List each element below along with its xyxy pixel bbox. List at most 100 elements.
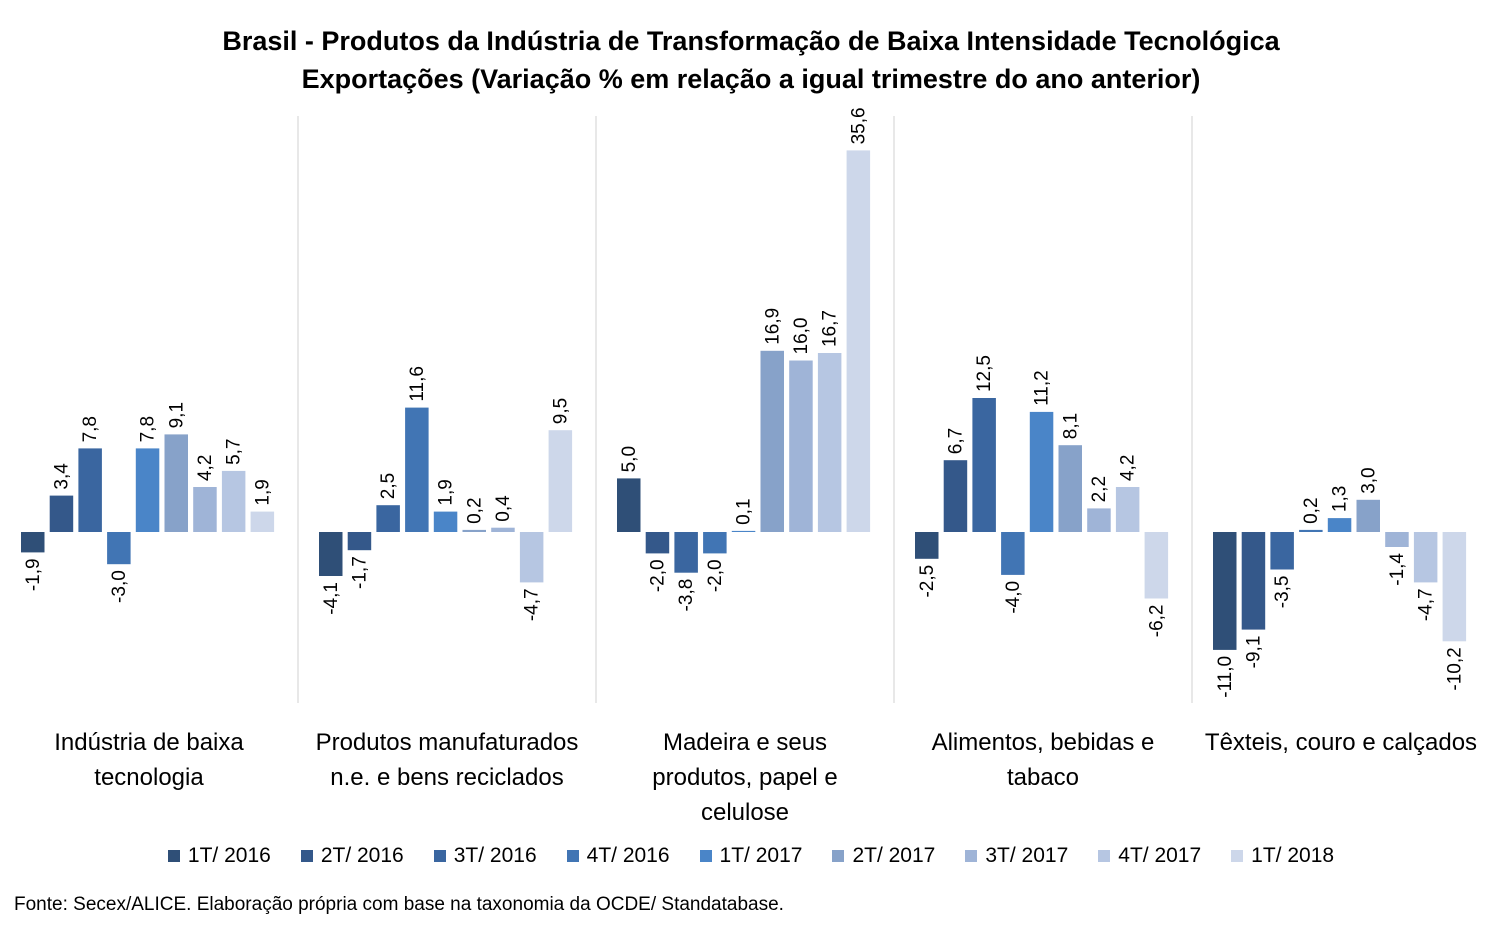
data-label: -4,7: [522, 588, 543, 621]
bar: [164, 434, 188, 532]
data-label: -4,0: [1003, 581, 1024, 614]
bar: [319, 532, 343, 576]
bar: [1356, 499, 1380, 532]
bar: [491, 527, 515, 532]
data-label: 3,0: [1358, 467, 1379, 493]
bar: [376, 505, 400, 532]
data-label: 0,2: [1301, 497, 1322, 523]
bar: [1413, 532, 1438, 583]
data-label: -6,2: [1146, 605, 1167, 638]
bar-chart: -1,9 3,4 7,8 -3,0 7,8 9,1 4,2 5,7 1,9 Indústria d…: [21, 107, 1477, 826]
legend-item: 4T/ 2017: [1098, 844, 1201, 868]
legend-swatch: [433, 850, 446, 862]
data-label: -11,0: [1215, 656, 1236, 698]
bar: [617, 478, 641, 532]
data-label: -3,0: [109, 570, 130, 603]
bar: [789, 360, 813, 532]
category-label: Alimentos, bebidas e: [932, 729, 1155, 756]
bar: [1442, 532, 1467, 642]
data-label: -2,0: [648, 559, 669, 592]
bar: [548, 430, 573, 532]
bar: [731, 530, 756, 532]
title-line-2: Exportações (Variação % em relação a igu…: [301, 64, 1201, 94]
bar: [972, 398, 996, 532]
data-label: 11,6: [407, 366, 428, 402]
data-label: 8,1: [1060, 413, 1081, 439]
data-label: 7,8: [80, 416, 101, 442]
data-label: -1,4: [1387, 553, 1408, 586]
legend-swatch: [1098, 850, 1111, 862]
bar: [1087, 508, 1111, 532]
legend-swatch: [300, 850, 313, 862]
legend-swatch: [167, 850, 180, 862]
category-label: tabaco: [1007, 764, 1079, 791]
legend-item: 4T/ 2016: [566, 844, 670, 868]
data-label: 1,9: [252, 479, 273, 505]
data-label: 7,8: [138, 416, 159, 442]
legend-item: 1T/ 2016: [167, 844, 271, 868]
bar: [846, 150, 871, 532]
legend-swatch: [1231, 850, 1244, 862]
bar: [1001, 532, 1025, 575]
data-label: 0,1: [734, 498, 755, 524]
bar: [135, 448, 160, 532]
data-label: -10,2: [1444, 647, 1465, 690]
category-label: n.e. e bens reciclados: [330, 764, 563, 791]
bar: [1327, 518, 1352, 532]
bar: [78, 448, 102, 532]
data-label: 9,5: [550, 398, 571, 424]
data-label: 2,2: [1089, 476, 1110, 502]
legend-label: 4T/ 2016: [586, 844, 670, 867]
legend-item: 2T/ 2017: [832, 844, 935, 868]
data-label: -2,0: [705, 559, 726, 592]
bar: [703, 532, 727, 554]
bar: [1213, 532, 1237, 650]
data-label: 11,2: [1032, 370, 1053, 406]
source-note: Fonte: Secex/ALICE. Elaboração própria c…: [14, 894, 784, 915]
bar: [1029, 411, 1054, 532]
data-label: -4,1: [321, 582, 342, 615]
title-line-1: Brasil - Produtos da Indústria de Transf…: [222, 26, 1280, 56]
legend-label: 1T/ 2018: [1251, 844, 1335, 867]
legend-label: 4T/ 2017: [1118, 844, 1202, 867]
bar: [462, 529, 486, 532]
bar: [433, 511, 458, 532]
bar: [347, 532, 372, 551]
legend-label: 3T/ 2016: [453, 844, 537, 867]
bar: [915, 532, 939, 559]
chart-title: Brasil - Produtos da Indústria de Transf…: [0, 22, 1502, 98]
data-label: -1,9: [23, 558, 44, 591]
data-label: -2,5: [917, 565, 938, 598]
data-label: 3,4: [52, 463, 73, 490]
bar: [193, 487, 217, 532]
bar: [1115, 487, 1140, 532]
legend-label: 2T/ 2016: [320, 844, 404, 867]
bar: [1058, 445, 1082, 532]
data-label: 4,2: [195, 455, 216, 481]
data-label: 12,5: [974, 355, 995, 392]
data-label: 5,0: [619, 446, 640, 472]
legend: 1T/ 2016 2T/ 2016 3T/ 2016 4T/ 2016 1T/ 2017…: [0, 844, 1502, 868]
legend-swatch: [832, 850, 845, 862]
data-label: -3,8: [676, 579, 697, 612]
data-label: 4,2: [1118, 455, 1139, 481]
bar: [1270, 532, 1294, 570]
legend-label: 3T/ 2017: [985, 844, 1069, 867]
legend-label: 1T/ 2017: [719, 844, 803, 867]
data-label: 0,4: [493, 495, 514, 522]
data-label: -9,1: [1244, 636, 1265, 669]
category-label: tecnologia: [94, 764, 204, 791]
data-label: 0,2: [464, 497, 485, 523]
bar: [817, 353, 842, 532]
category-label: produtos, papel e: [652, 764, 837, 791]
data-label: -1,7: [349, 556, 370, 589]
bar: [107, 532, 131, 565]
legend-item: 1T/ 2017: [699, 844, 803, 868]
data-label: 35,6: [848, 107, 869, 144]
category-label: Indústria de baixa: [54, 729, 244, 756]
data-label: 1,9: [436, 479, 457, 505]
bar: [1241, 532, 1266, 630]
bar: [21, 532, 45, 553]
legend-swatch: [566, 850, 579, 862]
bar: [250, 511, 275, 532]
